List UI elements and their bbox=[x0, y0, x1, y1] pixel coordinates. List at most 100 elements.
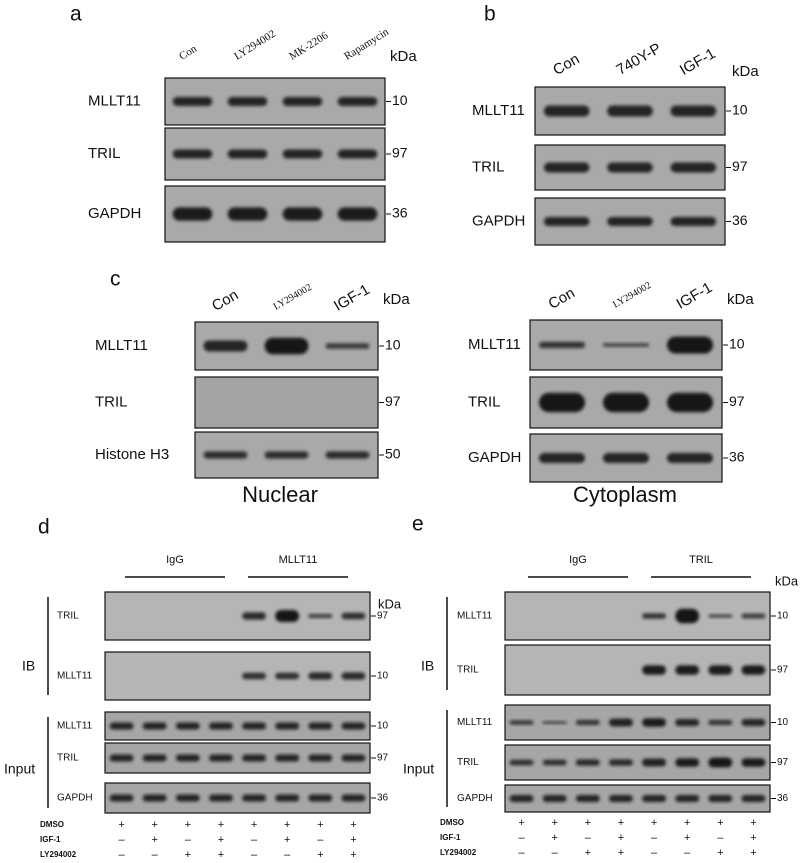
treatment-sign: – bbox=[251, 849, 258, 861]
band bbox=[741, 795, 766, 802]
band bbox=[741, 758, 766, 767]
band bbox=[602, 343, 650, 347]
band bbox=[209, 754, 233, 762]
kda-value: 10 bbox=[729, 336, 745, 352]
band bbox=[242, 672, 266, 680]
band bbox=[209, 794, 233, 802]
treatment-sign: – bbox=[519, 847, 526, 859]
kda-label: kDa bbox=[775, 573, 799, 588]
band bbox=[675, 795, 700, 802]
band bbox=[602, 392, 650, 413]
treatment-sign: + bbox=[684, 832, 690, 844]
band bbox=[509, 720, 534, 725]
treatment-sign: + bbox=[551, 817, 557, 829]
band bbox=[308, 794, 333, 802]
band bbox=[542, 721, 567, 724]
treatment-sign: + bbox=[251, 819, 257, 831]
band bbox=[509, 795, 534, 802]
band bbox=[282, 207, 323, 221]
band bbox=[172, 207, 213, 221]
kda-label: kDa bbox=[390, 48, 417, 65]
band bbox=[602, 453, 650, 463]
protein-label: MLLT11 bbox=[57, 721, 93, 732]
band bbox=[708, 795, 733, 802]
treatment-sign: + bbox=[551, 832, 557, 844]
band bbox=[275, 722, 300, 730]
protein-label: TRIL bbox=[457, 757, 479, 768]
band bbox=[670, 162, 717, 173]
band bbox=[575, 720, 600, 725]
band bbox=[227, 97, 268, 106]
lane-label: LY294002 bbox=[272, 282, 314, 313]
band bbox=[542, 759, 567, 766]
band bbox=[109, 722, 134, 730]
band bbox=[708, 614, 733, 618]
band bbox=[341, 794, 366, 802]
section-label: IB bbox=[421, 658, 434, 674]
band bbox=[325, 451, 370, 459]
band bbox=[666, 336, 714, 354]
kda-value: 10 bbox=[777, 717, 789, 728]
treatment-sign: + bbox=[151, 834, 157, 846]
band bbox=[607, 217, 653, 226]
band bbox=[275, 794, 300, 802]
band bbox=[282, 149, 323, 159]
treatment-sign: + bbox=[350, 819, 356, 831]
treatment-sign: + bbox=[750, 817, 756, 829]
kda-label: kDa bbox=[732, 63, 759, 80]
band bbox=[282, 97, 323, 106]
treatment-sign: – bbox=[119, 834, 126, 846]
band bbox=[642, 665, 666, 675]
band bbox=[341, 612, 366, 620]
kda-value: 97 bbox=[732, 158, 748, 174]
band bbox=[337, 97, 378, 106]
kda-value: 10 bbox=[392, 92, 408, 108]
kda-label: kDa bbox=[378, 596, 402, 611]
band bbox=[264, 451, 309, 459]
protein-label: Histone H3 bbox=[95, 446, 169, 463]
protein-label: GAPDH bbox=[457, 793, 493, 804]
panel-label: e bbox=[412, 513, 424, 536]
lane-label: Con bbox=[545, 284, 577, 312]
panel-label: b bbox=[484, 3, 496, 26]
band bbox=[308, 614, 333, 618]
band bbox=[142, 794, 167, 802]
treatment-sign: + bbox=[218, 819, 224, 831]
band bbox=[607, 105, 653, 117]
band bbox=[337, 149, 378, 159]
kda-value: 97 bbox=[392, 145, 408, 161]
kda-label: kDa bbox=[383, 291, 410, 308]
protein-label: TRIL bbox=[457, 665, 479, 676]
treatment-sign: – bbox=[251, 834, 258, 846]
band bbox=[275, 754, 300, 762]
band bbox=[341, 754, 366, 762]
treatment-label: DMSO bbox=[440, 818, 464, 827]
protein-label: MLLT11 bbox=[57, 671, 93, 682]
band bbox=[670, 217, 717, 226]
band bbox=[675, 665, 700, 675]
kda-value: 10 bbox=[377, 721, 389, 732]
kda-value: 36 bbox=[729, 449, 745, 465]
band bbox=[543, 105, 590, 117]
band bbox=[227, 149, 268, 159]
band bbox=[575, 759, 600, 766]
treatment-sign: + bbox=[218, 849, 224, 861]
band bbox=[109, 794, 134, 802]
band bbox=[609, 718, 633, 727]
kda-value: 36 bbox=[732, 212, 748, 228]
band bbox=[543, 162, 590, 173]
treatment-label: DMSO bbox=[40, 820, 64, 829]
band bbox=[109, 754, 134, 762]
treatment-sign: + bbox=[750, 832, 756, 844]
kda-value: 97 bbox=[377, 753, 389, 764]
treatment-sign: – bbox=[585, 832, 592, 844]
band bbox=[264, 337, 309, 355]
lane-label: IGF-1 bbox=[677, 45, 719, 79]
band bbox=[666, 453, 714, 463]
lane-label: Con bbox=[177, 43, 199, 63]
band bbox=[741, 719, 766, 726]
kda-label: kDa bbox=[727, 291, 754, 308]
band bbox=[242, 754, 266, 762]
kda-value: 36 bbox=[377, 793, 389, 804]
